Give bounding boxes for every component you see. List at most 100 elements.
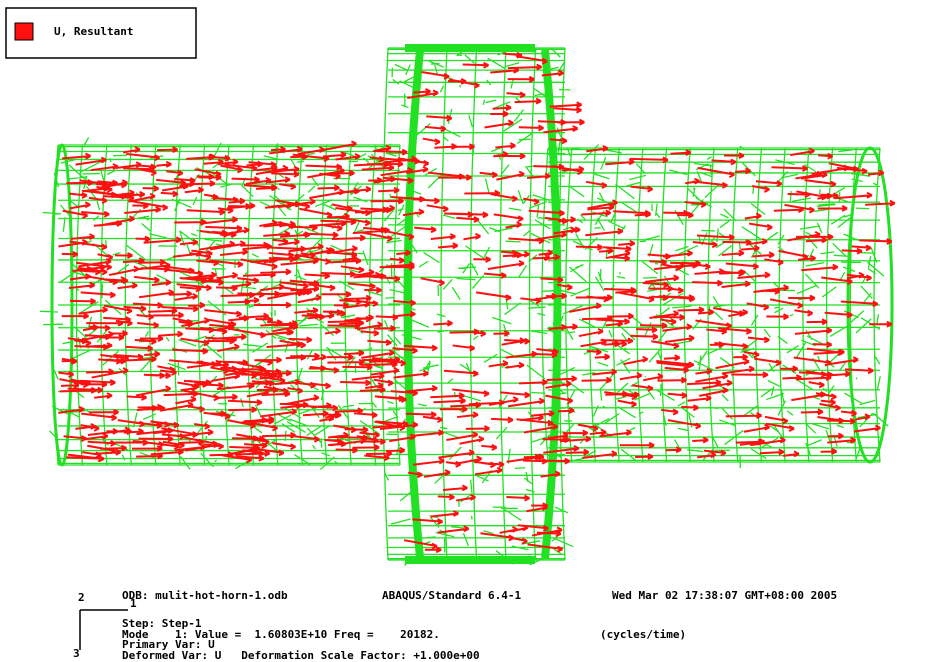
vector-arrow — [352, 373, 384, 379]
info-date: Wed Mar 02 17:38:07 GMT+08:00 2005 — [612, 589, 837, 602]
vector-arrow — [643, 374, 663, 380]
vector-arrow — [143, 186, 159, 191]
vector-arrow — [500, 392, 530, 397]
vector-arrow — [645, 275, 679, 281]
vector-arrow — [336, 448, 358, 453]
vector-arrow — [500, 527, 518, 533]
vector-arrow — [166, 171, 183, 176]
vector-arrow — [529, 211, 565, 216]
vector-arrow — [506, 363, 524, 368]
vector-arrow — [706, 329, 726, 334]
vector-arrow — [821, 449, 837, 454]
mesh-lines — [40, 137, 411, 469]
vector-arrow — [259, 220, 277, 226]
info-solver: ABAQUS/Standard 6.4-1 — [382, 589, 521, 602]
vector-arrow — [69, 193, 87, 198]
vector-arrow — [579, 329, 603, 336]
vector-arrow — [664, 355, 680, 360]
vector-arrow — [510, 538, 527, 544]
vector-arrow — [158, 331, 182, 336]
vector-arrow — [495, 143, 515, 148]
vector-arrow — [423, 139, 440, 145]
vector-arrow — [161, 192, 178, 197]
vector-arrow — [582, 210, 611, 215]
vector-arrow — [271, 247, 306, 252]
vector-arrow — [434, 144, 456, 149]
vector-arrow — [586, 182, 607, 188]
vector-arrow — [425, 126, 446, 131]
vector-arrow — [319, 174, 340, 179]
vector-arrow — [801, 409, 823, 414]
vector-arrow — [678, 307, 704, 312]
vector-arrow — [340, 380, 370, 385]
vector-arrow — [457, 412, 478, 417]
triad-label: 2 — [78, 591, 85, 604]
vector-arrow — [747, 303, 769, 309]
vector-arrow — [166, 270, 203, 276]
vector-arrow — [59, 372, 74, 377]
vector-arrow — [335, 408, 363, 413]
vector-arrow — [88, 441, 116, 446]
vector-arrow — [590, 430, 606, 435]
vector-arrow — [748, 337, 769, 342]
vector-arrow — [643, 282, 669, 287]
vector-arrow — [618, 401, 637, 407]
vector-arrow — [124, 207, 160, 213]
vector-arrow — [825, 312, 853, 317]
vector-arrow — [491, 417, 513, 422]
vector-arrow — [204, 160, 224, 165]
vector-arrow — [423, 417, 442, 422]
vector-arrow — [733, 355, 747, 360]
vector-arrow — [139, 290, 174, 297]
vector-arrow — [760, 450, 784, 455]
vector-arrow — [76, 157, 107, 164]
vector-arrow — [865, 201, 895, 206]
vector-arrow — [754, 359, 781, 366]
vector-arrow — [426, 116, 451, 121]
vector-arrow — [153, 313, 184, 318]
vector-arrow — [692, 438, 708, 443]
vector-arrow — [411, 430, 443, 436]
triad-label: 3 — [73, 647, 80, 660]
vector-arrow — [813, 342, 832, 347]
vector-arrow — [299, 209, 332, 218]
vector-arrow — [842, 249, 862, 254]
vector-arrow — [298, 295, 322, 302]
vector-arrow — [749, 224, 772, 230]
vector-arrow — [481, 445, 496, 450]
vector-arrow — [272, 443, 295, 449]
vector-arrow — [443, 485, 467, 490]
vector-arrow — [377, 397, 407, 402]
vector-arrow — [306, 165, 342, 170]
vector-arrow — [722, 240, 751, 245]
vector-arrow — [515, 99, 541, 104]
vector-arrow — [550, 102, 582, 107]
vector-arrow — [869, 322, 892, 327]
vector-arrow — [508, 65, 542, 70]
vector-arrow — [272, 239, 287, 244]
vector-arrow — [756, 181, 782, 186]
vector-arrow — [148, 308, 177, 313]
vector-arrow — [774, 207, 804, 212]
vector-arrow — [438, 495, 455, 500]
vector-arrow — [466, 426, 490, 431]
vector-arrow — [269, 177, 291, 182]
vector-arrow — [446, 432, 477, 440]
vector-arrow — [185, 187, 204, 192]
vector-arrow — [144, 373, 165, 378]
vector-arrow — [765, 417, 788, 424]
vector-arrow — [493, 331, 509, 336]
vector-arrow — [378, 188, 399, 193]
vector-arrow — [494, 214, 523, 221]
info-units: (cycles/time) — [600, 628, 686, 641]
vector-arrow — [239, 314, 269, 319]
vector-arrow — [175, 397, 196, 404]
vector-arrow — [427, 205, 448, 211]
vector-arrow — [488, 261, 524, 269]
triad-label: 1 — [130, 597, 137, 610]
vector-arrow — [62, 252, 78, 257]
vector-arrow — [665, 336, 694, 342]
vector-arrow — [456, 217, 479, 222]
vector-arrow — [118, 283, 138, 288]
vector-arrow — [86, 369, 113, 374]
